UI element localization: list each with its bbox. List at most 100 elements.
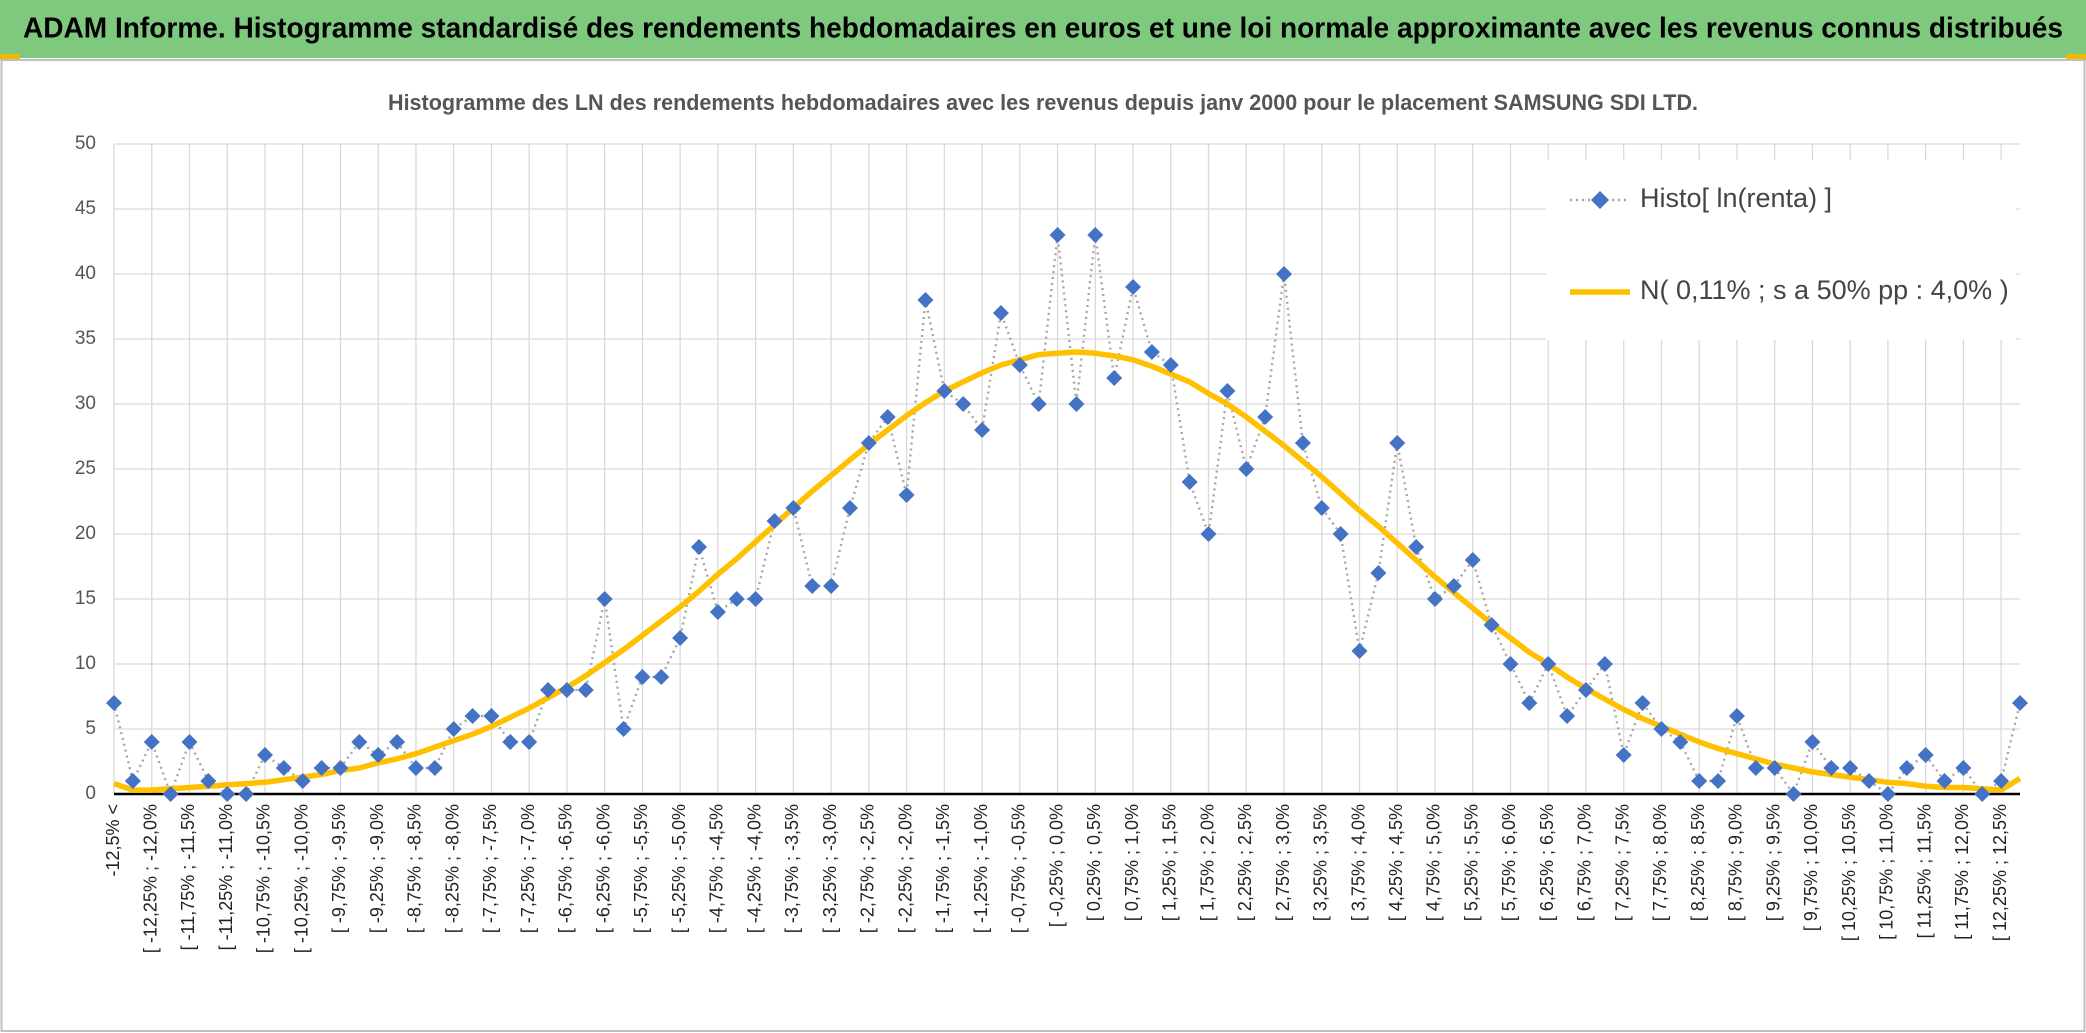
data-point <box>1030 396 1047 412</box>
data-point <box>936 383 953 399</box>
legend: Histo[ ln(renta) ] N( 0,11% ; s a 50% pp … <box>1546 160 2016 340</box>
data-point <box>1898 760 1915 776</box>
data-point <box>1615 747 1632 763</box>
x-tick-label: [ 7,75% ; 8,0% <box>1650 804 1670 921</box>
data-point <box>540 682 557 698</box>
x-tick-label: [ 4,75% ; 5,0% <box>1424 804 1444 921</box>
data-point <box>143 734 160 750</box>
x-tick-label: [ 0,75% ; 1,0% <box>1122 804 1142 921</box>
y-tick-label: 50 <box>75 133 96 154</box>
x-tick-label: [ 11,25% ; 11,5% <box>1914 804 1934 938</box>
data-point <box>1691 773 1708 789</box>
x-tick-label: [ 8,25% ; 8,5% <box>1688 804 1708 921</box>
data-point <box>1125 279 1142 295</box>
data-point <box>219 786 236 802</box>
data-point <box>1577 682 1594 698</box>
data-point <box>294 773 311 789</box>
data-point <box>1842 760 1859 776</box>
x-tick-label: [ -3,25% ; -3,0% <box>820 804 840 933</box>
x-tick-label: [ -1,75% ; -1,5% <box>933 804 953 933</box>
data-point <box>1257 409 1274 425</box>
x-tick-label: [ -10,25% ; -10,0% <box>291 804 311 953</box>
legend-label: Histo[ ln(renta) ] <box>1640 183 1832 213</box>
data-point <box>521 734 538 750</box>
data-point <box>1993 773 2010 789</box>
data-point <box>728 591 745 607</box>
x-tick-label: [ -8,75% ; -8,5% <box>405 804 425 933</box>
data-point <box>747 591 764 607</box>
x-tick-label: [ 9,25% ; 9,5% <box>1763 804 1783 921</box>
data-point <box>1596 656 1613 672</box>
data-point <box>1974 786 1991 802</box>
data-point <box>1785 786 1802 802</box>
data-point <box>238 786 255 802</box>
x-tick-label: [ -0,75% ; -0,5% <box>1009 804 1029 933</box>
x-tick-label: [ 12,25% ; 12,5% <box>1990 804 2010 941</box>
x-tick-label: [ 4,25% ; 4,5% <box>1386 804 1406 921</box>
data-point <box>766 513 783 529</box>
data-point <box>162 786 179 802</box>
data-point <box>200 773 217 789</box>
x-tick-label: [ -4,25% ; -4,0% <box>744 804 764 933</box>
data-point <box>1955 760 1972 776</box>
data-point <box>1426 591 1443 607</box>
y-tick-label: 40 <box>75 263 96 284</box>
data-point <box>370 747 387 763</box>
y-tick-label: 35 <box>75 328 96 349</box>
x-tick-label: [ -7,75% ; -7,5% <box>480 804 500 933</box>
x-tick-label: [ -4,75% ; -4,5% <box>707 804 727 933</box>
data-point <box>1219 383 1236 399</box>
y-tick-label: 45 <box>75 198 96 219</box>
data-point <box>1049 227 1066 243</box>
data-point <box>1200 526 1217 542</box>
data-point <box>1879 786 1896 802</box>
data-point <box>691 539 708 555</box>
data-point <box>464 708 481 724</box>
y-tick-label: 5 <box>85 718 96 739</box>
data-point <box>1521 695 1538 711</box>
x-tick-label: [ 10,25% ; 10,5% <box>1839 804 1859 941</box>
data-point <box>1276 266 1293 282</box>
data-point <box>1464 552 1481 568</box>
data-point <box>1068 396 1085 412</box>
y-tick-label: 30 <box>75 393 96 414</box>
x-tick-label: [ -2,75% ; -2,5% <box>858 804 878 933</box>
x-tick-label: [ -2,25% ; -2,0% <box>895 804 915 933</box>
data-point <box>1389 435 1406 451</box>
x-tick-label: [ -0,25% ; 0,0% <box>1046 804 1066 927</box>
data-point <box>955 396 972 412</box>
data-point <box>106 695 122 711</box>
x-tick-label: [ -7,25% ; -7,0% <box>518 804 538 933</box>
data-point <box>483 708 500 724</box>
data-point <box>1861 773 1878 789</box>
x-tick-label: [ -6,75% ; -6,5% <box>556 804 576 933</box>
data-point <box>2012 695 2028 711</box>
data-point <box>860 435 877 451</box>
x-tick-label: [ 10,75% ; 11,0% <box>1877 804 1897 940</box>
header-bar <box>0 0 2086 58</box>
data-point <box>1106 370 1123 386</box>
y-tick-label: 10 <box>75 653 96 674</box>
data-point <box>1653 721 1670 737</box>
data-point <box>1710 773 1727 789</box>
data-point <box>1143 344 1160 360</box>
x-tick-label: [ 6,75% ; 7,0% <box>1575 804 1595 921</box>
data-point <box>426 760 443 776</box>
data-point <box>634 669 651 685</box>
x-tick-label: [ -9,75% ; -9,5% <box>329 804 349 933</box>
chart-title: Histogramme des LN des rendements hebdom… <box>388 90 1698 115</box>
legend-box <box>1546 160 2016 340</box>
data-point <box>917 292 934 308</box>
data-point <box>1766 760 1783 776</box>
corner-accent <box>2066 54 2086 60</box>
data-point <box>558 682 575 698</box>
data-point <box>898 487 915 503</box>
data-point <box>1313 500 1330 516</box>
data-point <box>879 409 896 425</box>
x-tick-label: -12,5% < <box>103 804 123 877</box>
data-point <box>1011 357 1028 373</box>
data-point <box>1351 643 1368 659</box>
legend-label: N( 0,11% ; s a 50% pp : 4,0% ) <box>1640 275 2009 305</box>
x-tick-label: [ 1,25% ; 1,5% <box>1160 804 1180 921</box>
